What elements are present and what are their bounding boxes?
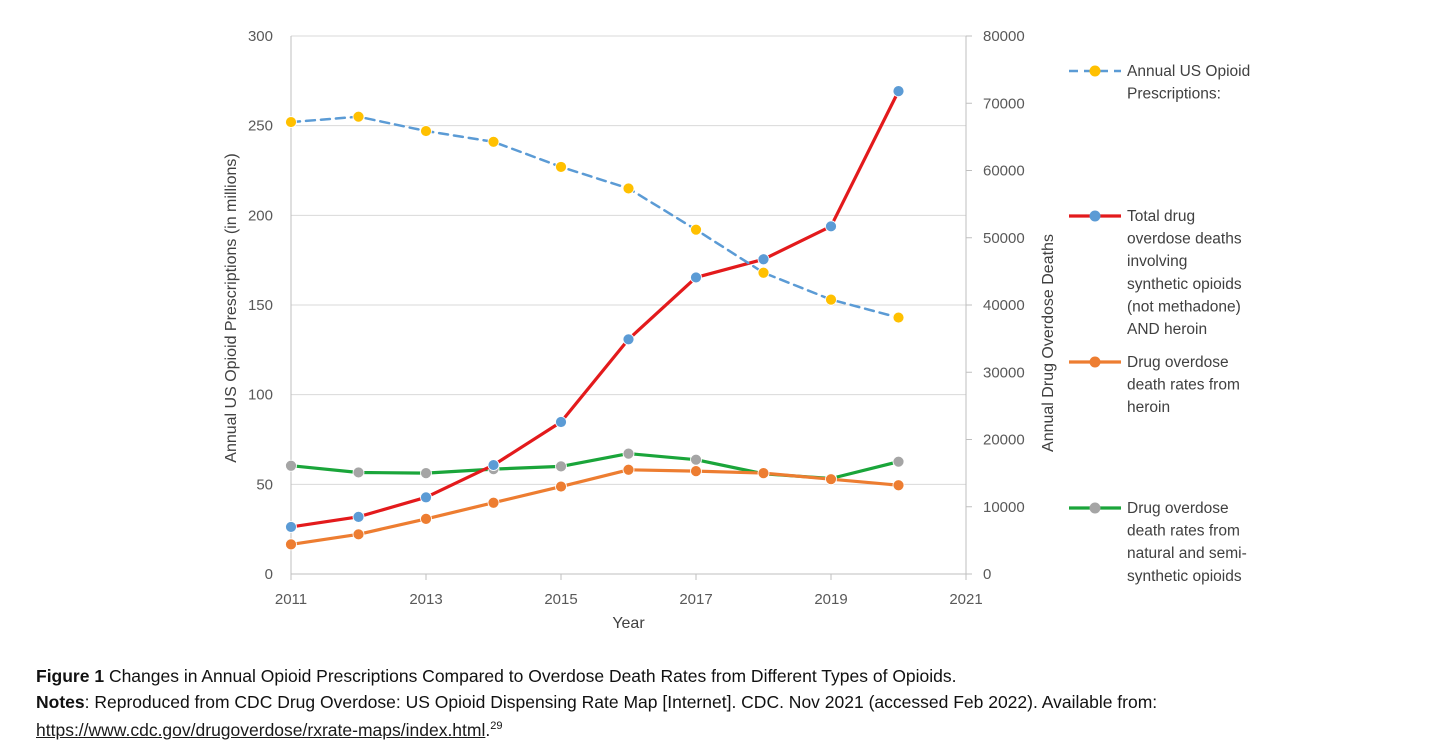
y-left-axis-title: Annual US Opioid Prescriptions (in milli… (223, 153, 240, 462)
data-point-series-2 (352, 510, 365, 523)
legend-marker-1 (1089, 65, 1101, 77)
legend-marker-4 (1089, 502, 1101, 514)
data-point-series-2 (757, 253, 770, 266)
data-point-series-1 (352, 110, 365, 123)
axes: 0 50 100 150 200 250 300 0 10000 20000 30000 40000 5… (223, 28, 1057, 632)
data-point-series-3 (487, 496, 500, 509)
data-point-series-2 (420, 491, 432, 504)
data-point-series-3 (285, 538, 297, 551)
y-right-tick-label: 30000 (983, 364, 1025, 381)
legend-text-3: Drug overdose (1127, 354, 1229, 371)
data-point-series-4 (352, 466, 365, 479)
legend-text-4: death rates from (1127, 523, 1240, 540)
legend-text-2: AND heroin (1127, 321, 1207, 338)
data-point-series-4 (892, 455, 905, 468)
legend: Annual US Opioid Prescriptions: Total drug… (1069, 63, 1250, 585)
y-left-tick-label: 300 (248, 28, 273, 45)
data-point-series-2 (555, 416, 567, 428)
data-point-series-1 (892, 311, 905, 324)
data-point-series-4 (622, 447, 635, 460)
data-point-series-1 (285, 116, 297, 128)
figure-caption: Figure 1 Changes in Annual Opioid Prescr… (36, 664, 1436, 688)
data-point-series-3 (622, 463, 635, 476)
data-point-series-1 (555, 161, 567, 173)
legend-text-1: Prescriptions: (1127, 86, 1221, 103)
legend-text-1: Annual US Opioid (1127, 63, 1250, 80)
legend-marker-3 (1089, 356, 1101, 368)
y-right-tick-label: 10000 (983, 499, 1025, 516)
x-tick-label: 2013 (409, 591, 442, 608)
series-line-4 (289, 452, 901, 481)
data-point-series-3 (352, 528, 365, 541)
x-axis-title: Year (612, 615, 645, 632)
data-point-series-1 (690, 223, 702, 236)
y-left-tick-label: 200 (248, 207, 273, 224)
y-right-axis-title: Annual Drug Overdose Deaths (1040, 234, 1057, 452)
link-end: . (485, 719, 491, 740)
legend-text-3: death rates from (1127, 377, 1240, 394)
source-link[interactable]: https://www.cdc.gov/drugoverdose/rxrate-… (36, 719, 486, 740)
legend-marker-2 (1089, 210, 1101, 222)
data-point-series-1 (757, 266, 770, 279)
legend-text-2: synthetic opioids (1127, 276, 1242, 293)
data-point-series-2 (622, 333, 635, 346)
series-layer (285, 85, 905, 551)
series-line-1 (289, 115, 900, 319)
x-tick-label: 2011 (275, 591, 307, 608)
figure-notes: Notes: Reproduced from CDC Drug Overdose… (36, 690, 1436, 742)
legend-text-4: Drug overdose (1127, 500, 1229, 517)
legend-text-2: involving (1127, 253, 1187, 270)
data-point-series-2 (285, 521, 297, 533)
data-point-series-1 (420, 125, 432, 137)
data-point-series-3 (555, 480, 567, 493)
notes-label: Notes (36, 692, 85, 712)
x-tick-label: 2017 (679, 591, 712, 608)
data-point-series-4 (555, 460, 567, 473)
data-point-series-4 (285, 459, 297, 472)
y-left-tick-label: 50 (256, 476, 273, 493)
legend-text-4: natural and semi- (1127, 545, 1247, 562)
series-line-3 (289, 468, 901, 547)
y-right-tick-label: 80000 (983, 28, 1025, 45)
y-right-tick-label: 20000 (983, 432, 1025, 449)
series-line-2 (289, 89, 901, 529)
legend-text-2: overdose deaths (1127, 231, 1242, 248)
data-point-series-1 (825, 293, 837, 306)
data-point-series-3 (825, 473, 837, 486)
reference-number: 29 (490, 720, 503, 732)
gridlines (291, 35, 966, 575)
legend-text-2: Total drug (1127, 208, 1195, 225)
notes-text: : Reproduced from CDC Drug Overdose: US … (84, 692, 1158, 712)
data-point-series-1 (487, 135, 500, 148)
data-point-series-2 (487, 459, 500, 471)
chart: 0 50 100 150 200 250 300 0 10000 20000 30000 40000 5… (223, 28, 1250, 632)
y-right-tick-label: 70000 (983, 95, 1025, 112)
data-point-series-1 (622, 182, 635, 195)
y-left-tick-label: 0 (265, 566, 273, 583)
data-point-series-3 (757, 467, 770, 480)
y-left-tick-label: 100 (248, 387, 273, 404)
data-point-series-2 (825, 220, 837, 233)
x-tick-label: 2021 (949, 591, 982, 608)
data-point-series-3 (892, 479, 905, 492)
legend-text-4: synthetic opioids (1127, 568, 1242, 585)
y-right-tick-label: 60000 (983, 163, 1025, 180)
y-left-tick-label: 150 (248, 297, 273, 314)
data-point-series-3 (420, 512, 432, 525)
y-right-tick-label: 50000 (983, 230, 1025, 247)
data-point-series-4 (420, 467, 432, 480)
data-point-series-3 (690, 465, 702, 478)
x-tick-label: 2019 (814, 591, 847, 608)
data-point-series-4 (690, 453, 702, 466)
x-tick-label: 2015 (544, 591, 577, 608)
y-right-tick-label: 0 (983, 566, 991, 583)
y-left-tick-label: 250 (248, 118, 273, 135)
legend-text-2: (not methadone) (1127, 298, 1241, 315)
data-point-series-2 (690, 271, 702, 284)
legend-text-3: heroin (1127, 399, 1170, 416)
data-point-series-2 (892, 85, 905, 98)
figure-label: Figure 1 (36, 666, 105, 686)
y-right-tick-label: 40000 (983, 297, 1025, 314)
figure-caption-text: Changes in Annual Opioid Prescriptions C… (104, 666, 957, 686)
